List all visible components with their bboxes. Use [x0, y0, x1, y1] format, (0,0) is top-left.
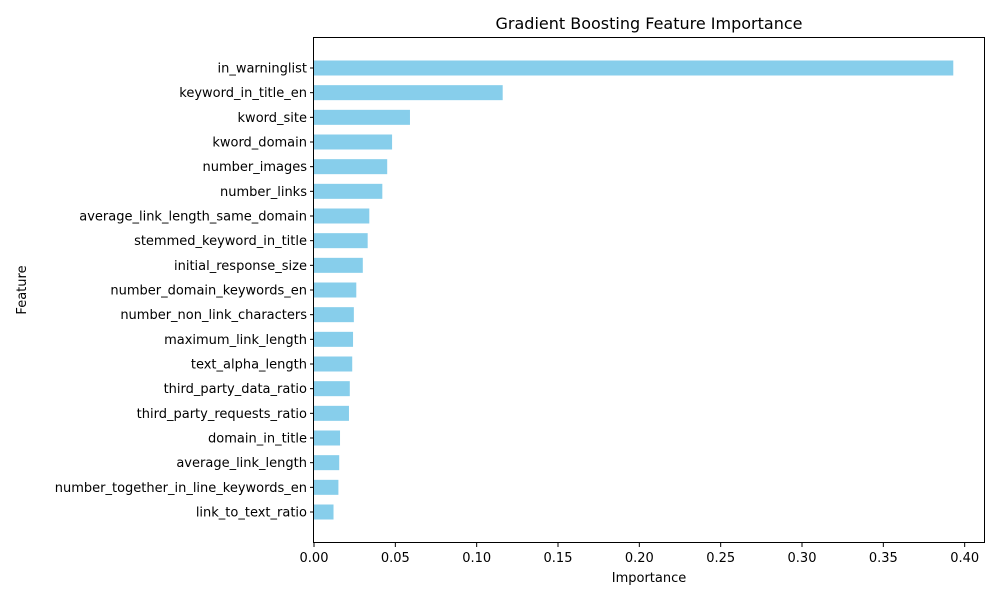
bar — [314, 307, 354, 323]
x-axis-label: Importance — [612, 571, 687, 586]
bar — [314, 109, 410, 125]
x-tick-label: 0.40 — [950, 551, 979, 566]
bar — [314, 233, 368, 249]
bar — [314, 455, 340, 471]
y-axis-ticks: in_warninglist keyword_in_title_en kword_s… — [55, 62, 314, 521]
y-tick-label: third_party_data_ratio — [164, 382, 307, 397]
bars-group — [314, 60, 954, 520]
bar — [314, 405, 349, 421]
y-tick-label: maximum_link_length — [164, 333, 307, 348]
y-tick-label: in_warninglist — [217, 62, 307, 77]
y-tick-label: domain_in_title — [208, 432, 307, 447]
y-tick-label: third_party_requests_ratio — [137, 407, 307, 422]
bar — [314, 159, 388, 175]
bar — [314, 183, 383, 199]
y-tick-label: number_images — [202, 160, 307, 175]
y-tick-label: text_alpha_length — [191, 358, 307, 373]
bar — [314, 331, 354, 347]
y-tick-label: keyword_in_title_en — [179, 86, 307, 101]
y-tick-label: number_links — [220, 185, 307, 200]
y-tick-label: initial_response_size — [174, 259, 307, 274]
bar — [314, 430, 341, 446]
x-tick-label: 0.00 — [300, 551, 329, 566]
bar — [314, 257, 363, 273]
chart-title: Gradient Boosting Feature Importance — [496, 14, 803, 33]
x-tick-label: 0.15 — [544, 551, 573, 566]
y-axis-label: Feature — [15, 265, 30, 314]
y-tick-label: kword_site — [238, 111, 307, 126]
x-tick-label: 0.35 — [869, 551, 898, 566]
bar — [314, 479, 339, 495]
y-tick-label: stemmed_keyword_in_title — [134, 234, 307, 249]
y-tick-label: number_non_link_characters — [120, 308, 307, 323]
x-tick-label: 0.05 — [381, 551, 410, 566]
bar — [314, 60, 954, 76]
bar — [314, 282, 357, 298]
bar — [314, 85, 503, 101]
y-tick-label: average_link_length — [176, 456, 307, 471]
bar — [314, 356, 353, 372]
y-tick-label: number_domain_keywords_en — [110, 284, 307, 299]
y-tick-label: kword_domain — [212, 136, 307, 151]
plot-frame — [313, 37, 985, 543]
x-tick-label: 0.20 — [625, 551, 654, 566]
bar — [314, 381, 350, 397]
x-axis-ticks: 0.00 0.05 0.10 0.15 0.20 0.25 0.30 0.35 0.40 — [300, 543, 979, 566]
bar — [314, 504, 334, 520]
x-tick-label: 0.30 — [788, 551, 817, 566]
y-tick-label: link_to_text_ratio — [196, 506, 307, 521]
y-tick-label: number_together_in_line_keywords_en — [55, 481, 307, 496]
bar — [314, 208, 370, 224]
y-tick-label: average_link_length_same_domain — [79, 210, 307, 225]
x-tick-label: 0.10 — [462, 551, 491, 566]
x-tick-label: 0.25 — [706, 551, 735, 566]
bar — [314, 134, 393, 150]
